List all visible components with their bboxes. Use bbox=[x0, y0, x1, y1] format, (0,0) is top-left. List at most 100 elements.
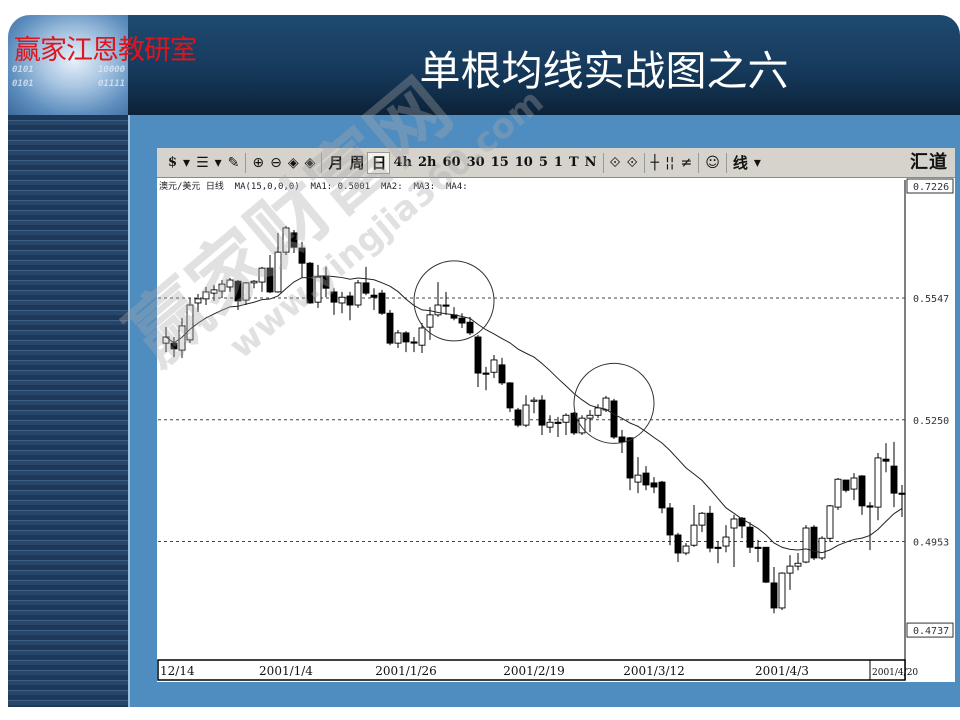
toolbar-15-button[interactable]: 15 bbox=[490, 154, 509, 170]
candle-up bbox=[530, 399, 538, 402]
candle-up bbox=[394, 332, 402, 344]
candle-up bbox=[338, 296, 346, 304]
candle-up bbox=[802, 527, 810, 563]
y-tick-label: 0.5250 bbox=[913, 416, 949, 427]
toolbar-zoom-in-icon[interactable]: ⊕ bbox=[252, 154, 265, 171]
candle-up bbox=[218, 283, 226, 292]
candle-up bbox=[834, 478, 842, 508]
candle-up bbox=[226, 279, 234, 288]
toolbar-week-button[interactable]: 周 bbox=[349, 153, 365, 172]
brand-name: 赢家江恩教研室 bbox=[14, 35, 197, 66]
candle-up bbox=[786, 565, 794, 574]
logo-bits: 0101 bbox=[12, 65, 34, 75]
toolbar-separator bbox=[725, 152, 727, 173]
candle-up bbox=[434, 304, 442, 316]
toolbar-line-dropdown-icon[interactable]: ▾ bbox=[753, 154, 761, 171]
x-tick-label: 2001/1/26 bbox=[375, 664, 437, 678]
candle-down bbox=[330, 291, 338, 303]
toolbar-dollar-button[interactable]: $ bbox=[168, 154, 178, 170]
left-decoration-strip bbox=[8, 115, 128, 707]
toolbar-10-button[interactable]: 10 bbox=[514, 154, 533, 170]
toolbar-2h-button[interactable]: 2h bbox=[417, 154, 437, 170]
candle-down bbox=[866, 505, 874, 508]
toolbar-scroll-right-icon[interactable]: ◈ bbox=[304, 154, 316, 171]
candle-up bbox=[690, 524, 698, 546]
x-tick-label: 2001/2/19 bbox=[503, 664, 565, 678]
candle-up bbox=[250, 280, 258, 284]
candle-down bbox=[626, 437, 634, 479]
candle-up bbox=[522, 404, 530, 426]
toolbar-day-button[interactable]: 日 bbox=[367, 151, 391, 174]
toolbar-dollar-dropdown-icon[interactable]: ▾ bbox=[183, 154, 191, 171]
candle-down bbox=[842, 479, 850, 491]
candle-down bbox=[810, 526, 818, 559]
header-logo-image: 0101 10000 0101 01111 bbox=[8, 15, 128, 115]
candle-down bbox=[386, 312, 394, 344]
toolbar-1-button[interactable]: 1 bbox=[553, 154, 563, 170]
candle-down bbox=[170, 342, 178, 350]
toolbar-pencil-icon[interactable]: ✎ bbox=[227, 154, 240, 171]
toolbar-separator bbox=[321, 152, 323, 173]
candle-down bbox=[770, 582, 778, 609]
toolbar-30-button[interactable]: 30 bbox=[466, 154, 485, 170]
candle-down bbox=[322, 275, 330, 289]
slide-title: 单根均线实战图之六 bbox=[419, 47, 789, 95]
candle-up bbox=[634, 474, 642, 483]
toolbar-down-icon[interactable]: ⟐ bbox=[626, 154, 638, 171]
candle-down bbox=[762, 546, 770, 583]
candle-up bbox=[826, 505, 834, 539]
toolbar-n-button[interactable]: N bbox=[584, 154, 597, 170]
toolbar-zoom-out-icon[interactable]: ⊖ bbox=[270, 154, 282, 171]
toolbar-line-button[interactable]: 线 bbox=[732, 153, 748, 172]
candle-up bbox=[778, 572, 786, 609]
toolbar-person-icon[interactable]: ☺ bbox=[705, 154, 720, 171]
toolbar-table-dropdown-icon[interactable]: ▾ bbox=[214, 154, 222, 171]
toolbar-crosshair-icon[interactable]: ┼ bbox=[650, 154, 660, 171]
candle-down bbox=[290, 232, 298, 248]
toolbar-up-icon[interactable]: ⟐ bbox=[609, 154, 621, 171]
toolbar-not-equal-button[interactable]: ≠ bbox=[680, 154, 693, 171]
candlestick-chart: 0.7226 0.5547 0.5250 0.4953 0.4737 12/14 2001/… bbox=[157, 178, 954, 681]
candle-up bbox=[210, 289, 218, 294]
candle-down bbox=[298, 247, 306, 264]
candle-up bbox=[194, 298, 202, 304]
candle-down bbox=[890, 465, 898, 494]
candle-down bbox=[706, 512, 714, 549]
slide-header: 单根均线实战图之六 bbox=[128, 15, 960, 115]
toolbar-4h-button[interactable]: 4h bbox=[393, 154, 412, 170]
logo-bits: 01111 bbox=[98, 79, 126, 89]
toolbar-separator bbox=[602, 152, 604, 173]
candle-down bbox=[610, 400, 618, 438]
candle-down bbox=[498, 364, 506, 384]
candle-down bbox=[410, 341, 418, 344]
toolbar-vlines-button[interactable]: ¦¦ bbox=[665, 154, 675, 171]
candle-down bbox=[898, 492, 906, 495]
candle-down bbox=[458, 317, 466, 324]
candle-down bbox=[714, 546, 722, 549]
candle-down bbox=[882, 458, 890, 462]
candle-up bbox=[682, 545, 690, 554]
candle-down bbox=[538, 399, 546, 426]
toolbar-tick-button[interactable]: T bbox=[568, 154, 579, 170]
candle-up bbox=[602, 397, 610, 411]
candle-down bbox=[666, 507, 674, 536]
toolbar-table-icon[interactable]: ☰ bbox=[196, 154, 209, 171]
candle-up bbox=[418, 327, 426, 346]
toolbar-separator bbox=[643, 152, 645, 173]
toolbar-5-button[interactable]: 5 bbox=[538, 154, 548, 170]
candle-up bbox=[578, 417, 586, 434]
candle-up bbox=[818, 537, 826, 559]
candle-down bbox=[754, 546, 762, 549]
candle-down bbox=[514, 409, 522, 426]
candle-up bbox=[490, 359, 498, 373]
toolbar-month-button[interactable]: 月 bbox=[328, 153, 344, 172]
candle-down bbox=[746, 526, 754, 548]
toolbar-scroll-left-icon[interactable]: ◈ bbox=[287, 154, 299, 171]
chart-window: 0.7226 0.5547 0.5250 0.4953 0.4737 12/14 2001/… bbox=[157, 148, 955, 682]
toolbar-brand-logo: 汇道 bbox=[910, 151, 948, 173]
candle-down bbox=[474, 336, 482, 374]
candle-down bbox=[466, 321, 474, 334]
toolbar-60-button[interactable]: 60 bbox=[442, 154, 461, 170]
y-tick-label: 0.4953 bbox=[913, 538, 949, 549]
logo-bits: 0101 bbox=[12, 79, 34, 89]
